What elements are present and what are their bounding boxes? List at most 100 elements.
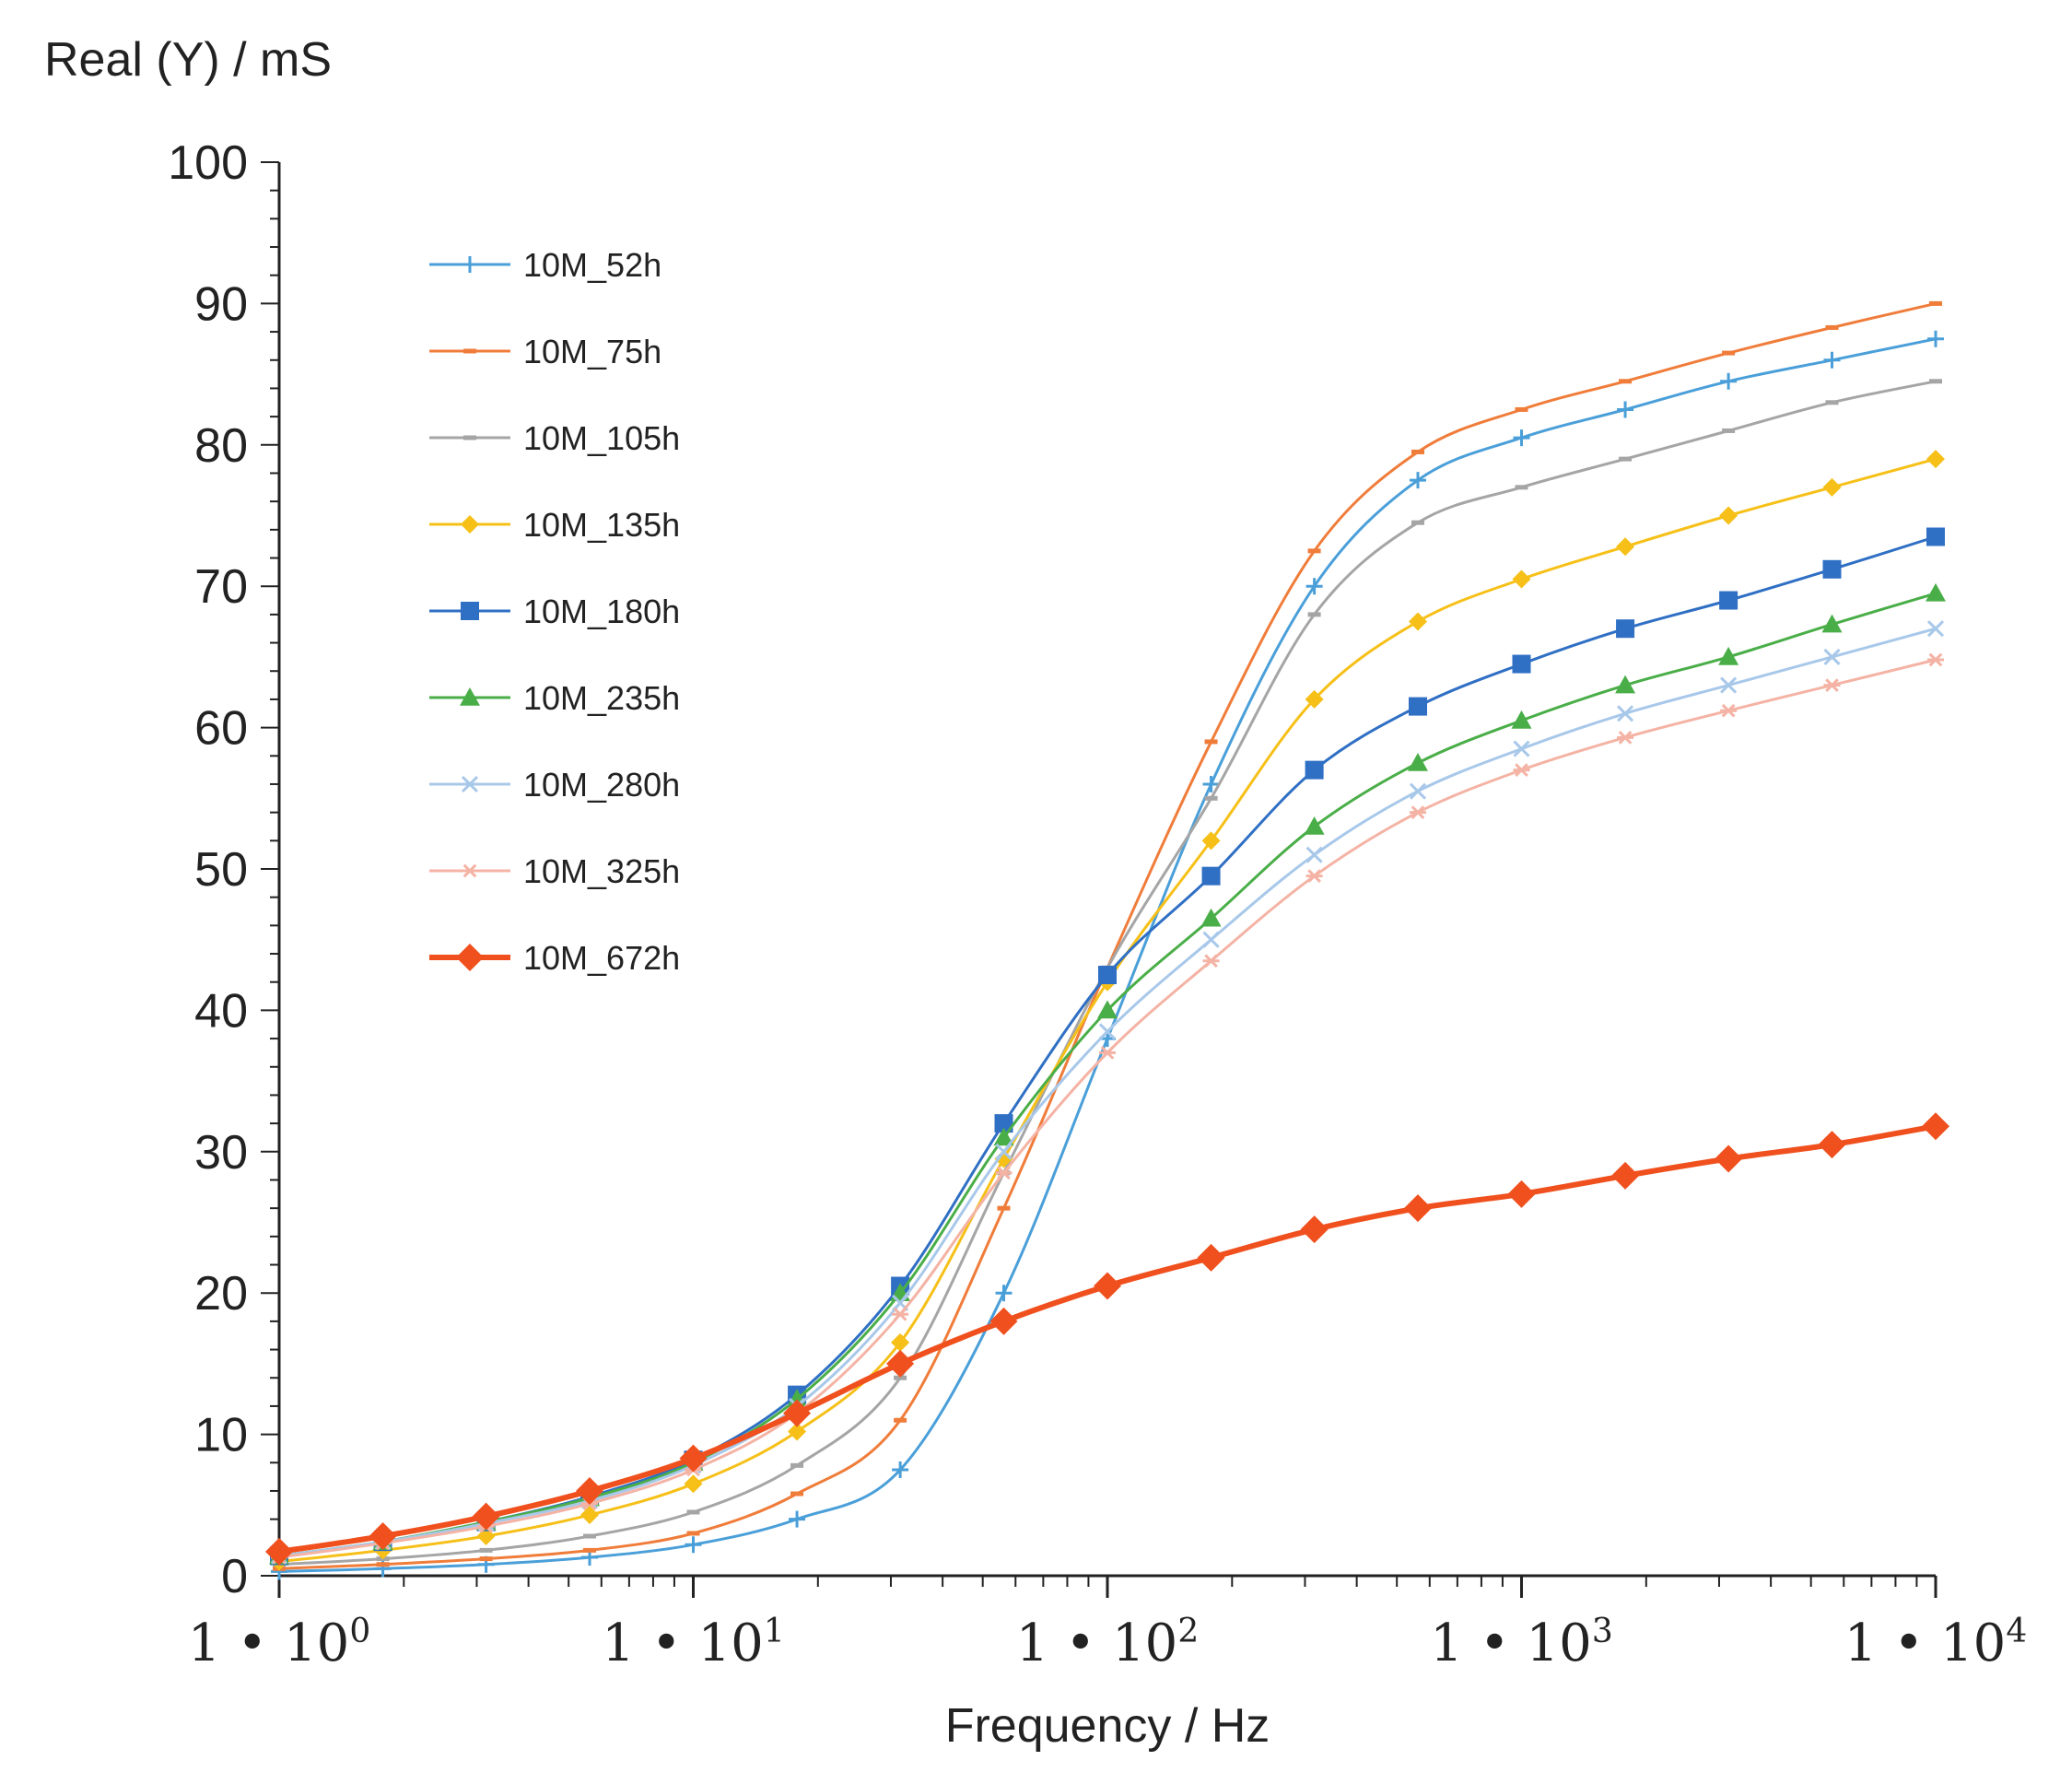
series-line bbox=[278, 301, 1937, 1570]
data-point bbox=[461, 602, 479, 620]
y-tick-label: 40 bbox=[194, 984, 248, 1038]
data-point bbox=[1617, 730, 1634, 745]
data-point bbox=[456, 944, 484, 971]
data-point bbox=[460, 687, 480, 706]
data-point bbox=[1410, 472, 1427, 489]
data-point bbox=[1720, 703, 1738, 718]
legend-label: 10M_105h bbox=[523, 419, 680, 457]
data-point bbox=[1202, 954, 1220, 968]
data-point bbox=[1926, 582, 1946, 602]
data-point bbox=[1926, 620, 1945, 638]
data-point bbox=[892, 1307, 909, 1321]
x-tick-label: 1 • 103 bbox=[1430, 1613, 1612, 1673]
data-point bbox=[265, 1537, 293, 1566]
y-tick-label: 0 bbox=[221, 1550, 248, 1603]
y-tick-label: 70 bbox=[194, 560, 248, 614]
y-axis-title: Real (Y) / mS bbox=[44, 33, 332, 87]
y-tick-label: 80 bbox=[194, 419, 248, 473]
data-point bbox=[1823, 678, 1841, 692]
data-point bbox=[1201, 831, 1221, 851]
data-point bbox=[1927, 330, 1944, 347]
data-point bbox=[684, 1474, 703, 1494]
data-point bbox=[1616, 705, 1634, 722]
data-point bbox=[1719, 506, 1738, 525]
data-point bbox=[1718, 646, 1739, 665]
data-point bbox=[1098, 1023, 1117, 1040]
data-point bbox=[1304, 816, 1325, 835]
data-point bbox=[1822, 477, 1842, 497]
data-point bbox=[1617, 401, 1634, 418]
data-point bbox=[1611, 1161, 1640, 1190]
legend-label: 10M_280h bbox=[523, 766, 680, 804]
data-point bbox=[1822, 559, 1842, 579]
data-point bbox=[1094, 1272, 1121, 1300]
data-point bbox=[994, 1114, 1013, 1133]
data-point bbox=[1507, 1180, 1536, 1208]
legend-entry: 10M_105h bbox=[429, 419, 680, 457]
data-point bbox=[1513, 429, 1530, 447]
data-point bbox=[1512, 654, 1531, 674]
legend-entry: 10M_280h bbox=[429, 766, 680, 804]
data-point bbox=[783, 1399, 812, 1427]
data-point bbox=[891, 1332, 910, 1352]
x-tick-label: 1 • 101 bbox=[602, 1613, 784, 1673]
data-point bbox=[1821, 614, 1843, 633]
series-10M_75h bbox=[273, 300, 1942, 1571]
y-tick-label: 10 bbox=[194, 1409, 248, 1462]
legend-label: 10M_325h bbox=[523, 852, 680, 890]
data-point bbox=[1300, 1215, 1329, 1244]
data-point bbox=[1305, 869, 1323, 884]
data-point bbox=[1305, 760, 1324, 780]
legend-label: 10M_672h bbox=[523, 939, 680, 977]
series-10M_672h bbox=[265, 1112, 1949, 1566]
legend-entry: 10M_235h bbox=[429, 679, 680, 717]
data-point bbox=[1201, 866, 1221, 886]
data-point bbox=[1720, 676, 1738, 694]
data-point bbox=[1512, 569, 1531, 589]
y-tick-label: 90 bbox=[194, 277, 248, 331]
data-point bbox=[788, 1422, 807, 1441]
series-10M_235h bbox=[269, 582, 1946, 1565]
data-point bbox=[892, 1461, 909, 1478]
data-point bbox=[1927, 652, 1944, 667]
legend-entry: 10M_672h bbox=[429, 939, 680, 977]
series-line bbox=[278, 592, 1937, 1557]
data-point bbox=[1099, 1046, 1116, 1060]
data-point bbox=[462, 256, 478, 273]
legend-entry: 10M_75h bbox=[429, 333, 661, 370]
data-point bbox=[472, 1502, 500, 1531]
series-layer bbox=[265, 300, 1949, 1580]
series-10M_280h bbox=[270, 620, 1945, 1565]
data-point bbox=[1926, 450, 1945, 469]
data-point bbox=[1818, 1131, 1846, 1159]
data-point bbox=[1305, 846, 1323, 863]
data-point bbox=[995, 1143, 1013, 1160]
axes: 0 10 20 30 40 50 60 70 80 90 100 1 • 100 1 • 101 1 • … bbox=[168, 136, 2027, 1673]
data-point bbox=[685, 1536, 702, 1554]
data-point bbox=[995, 1166, 1013, 1180]
y-tick-label: 20 bbox=[194, 1267, 248, 1320]
data-point bbox=[1305, 578, 1323, 595]
y-tick-label: 30 bbox=[194, 1126, 248, 1180]
data-point bbox=[1616, 619, 1635, 639]
series-10M_325h bbox=[271, 652, 1944, 1565]
data-point bbox=[1097, 1000, 1118, 1019]
data-point bbox=[576, 1476, 604, 1505]
data-point bbox=[993, 1127, 1014, 1146]
legend: 10M_52h 10M_75h 10M_105h 10M_135h 10M_180h 10… bbox=[429, 246, 680, 977]
data-point bbox=[1200, 908, 1222, 927]
legend-entry: 10M_325h bbox=[429, 852, 680, 890]
x-axis-title: Frequency / Hz bbox=[945, 1699, 1270, 1753]
y-tick-label: 50 bbox=[194, 843, 248, 897]
data-point bbox=[1922, 1112, 1949, 1141]
legend-entry: 10M_135h bbox=[429, 506, 680, 544]
data-point bbox=[369, 1522, 397, 1551]
data-point bbox=[1719, 591, 1738, 610]
series-line bbox=[278, 1123, 1937, 1555]
legend-label: 10M_52h bbox=[523, 246, 661, 284]
data-point bbox=[1720, 372, 1738, 390]
data-point bbox=[1616, 537, 1635, 557]
data-point bbox=[994, 1149, 1013, 1168]
data-point bbox=[1715, 1144, 1743, 1173]
